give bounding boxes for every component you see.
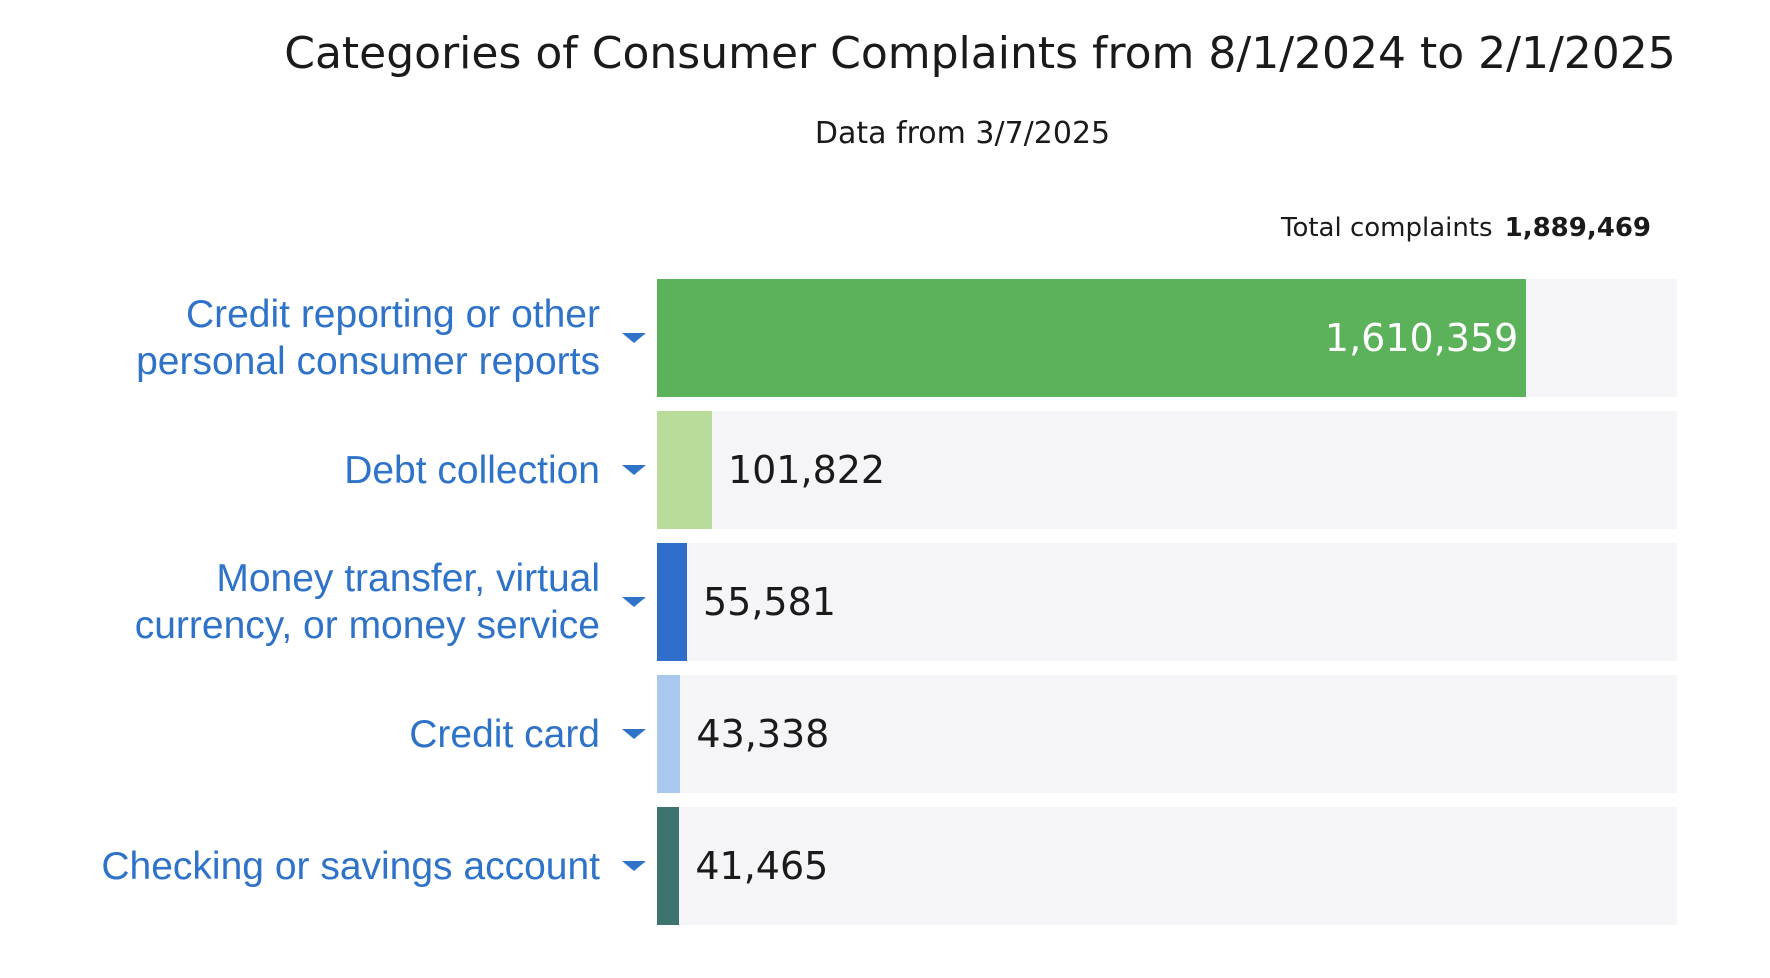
bar-row: Credit card 43,338 — [0, 675, 1770, 793]
dropdown-arrow[interactable] — [622, 861, 646, 871]
chart-subtitle: Data from 3/7/2025 — [814, 116, 1111, 151]
total: Total complaints 1,889,469 — [1281, 213, 1651, 243]
bar-row: Money transfer, virtual currency, or mon… — [0, 543, 1770, 661]
bar — [657, 543, 687, 661]
total-value: 1,889,469 — [1504, 213, 1651, 243]
total-label: Total complaints — [1280, 213, 1493, 243]
bar-row: Debt collection 101,822 — [0, 411, 1770, 529]
bar — [657, 675, 681, 793]
category-label: Checking or savings account — [101, 844, 600, 888]
category-label: Money transfer, virtual currency, or mon… — [134, 557, 600, 647]
value-label: 55,581 — [703, 580, 836, 624]
dropdown-arrow[interactable] — [622, 465, 646, 475]
bar-track: 1,610,359 — [657, 279, 1677, 397]
category-label: Debt collection — [344, 448, 600, 492]
bar-row: Checking or savings account 41,465 — [0, 807, 1770, 925]
bar-track: 101,822 — [657, 411, 1677, 529]
value-label: 1,610,359 — [1324, 316, 1519, 360]
category-label: Credit reporting or other personal consu… — [136, 293, 600, 383]
bar-track: 55,581 — [657, 543, 1677, 661]
bar-track: 41,465 — [657, 807, 1677, 925]
dropdown-arrow[interactable] — [622, 333, 646, 343]
bar-row: Credit reporting or other personal consu… — [0, 279, 1770, 397]
dropdown-arrow[interactable] — [622, 597, 646, 607]
category-label: Credit card — [409, 712, 600, 756]
value-label: 43,338 — [696, 712, 830, 756]
bar — [657, 279, 1527, 397]
dropdown-arrow[interactable] — [622, 729, 646, 739]
value-label: 41,465 — [695, 844, 829, 888]
chart-title: Categories of Consumer Complaints from 8… — [284, 28, 1676, 79]
bar — [657, 807, 680, 925]
bar-track: 43,338 — [657, 675, 1677, 793]
bar — [657, 411, 712, 529]
value-label: 101,822 — [727, 448, 886, 492]
